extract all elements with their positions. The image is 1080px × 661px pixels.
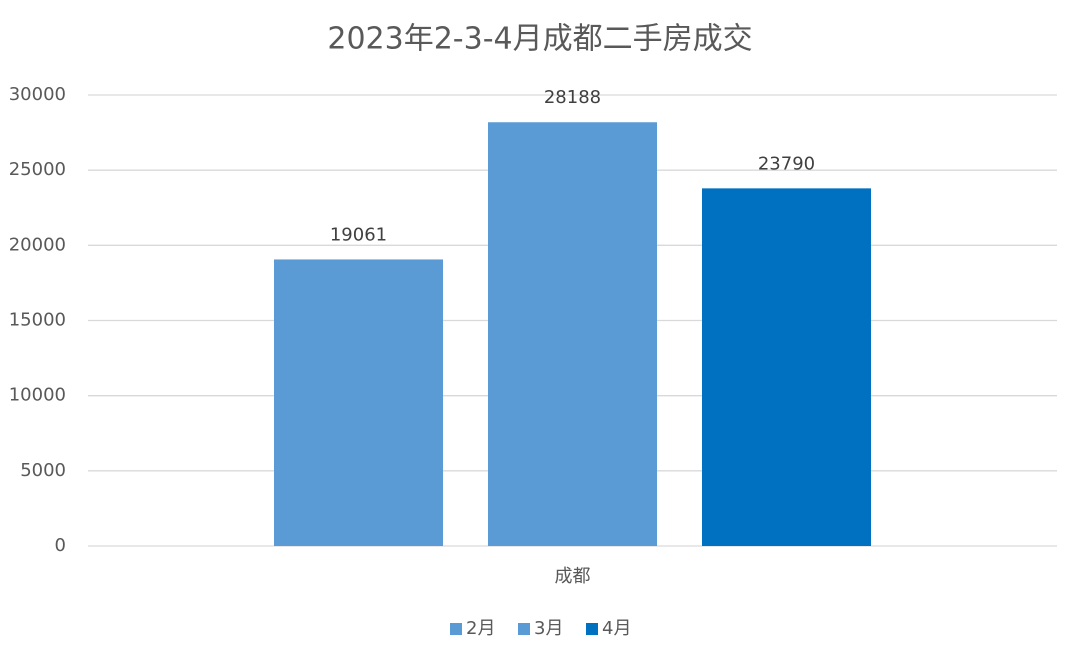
y-tick-label: 20000 (9, 234, 66, 255)
legend-swatch (450, 623, 462, 635)
legend-label: 4月 (602, 618, 631, 639)
bar (488, 122, 657, 546)
y-tick-label: 0 (55, 535, 66, 556)
legend-swatch (586, 623, 598, 635)
legend-label: 2月 (466, 618, 495, 639)
chart-title: 2023年2-3-4月成都二手房成交 (327, 22, 752, 57)
bar (702, 188, 871, 546)
y-tick-label: 25000 (9, 159, 66, 180)
y-tick-label: 10000 (9, 385, 66, 406)
y-tick-label: 30000 (9, 84, 66, 105)
y-tick-label: 5000 (20, 460, 66, 481)
y-tick-label: 15000 (9, 310, 66, 331)
value-label: 23790 (758, 153, 815, 174)
x-tick-label: 成都 (555, 566, 591, 587)
legend-label: 3月 (534, 618, 563, 639)
bar (274, 259, 443, 546)
value-label: 28188 (544, 87, 601, 108)
legend-swatch (518, 623, 530, 635)
value-label: 19061 (330, 224, 387, 245)
